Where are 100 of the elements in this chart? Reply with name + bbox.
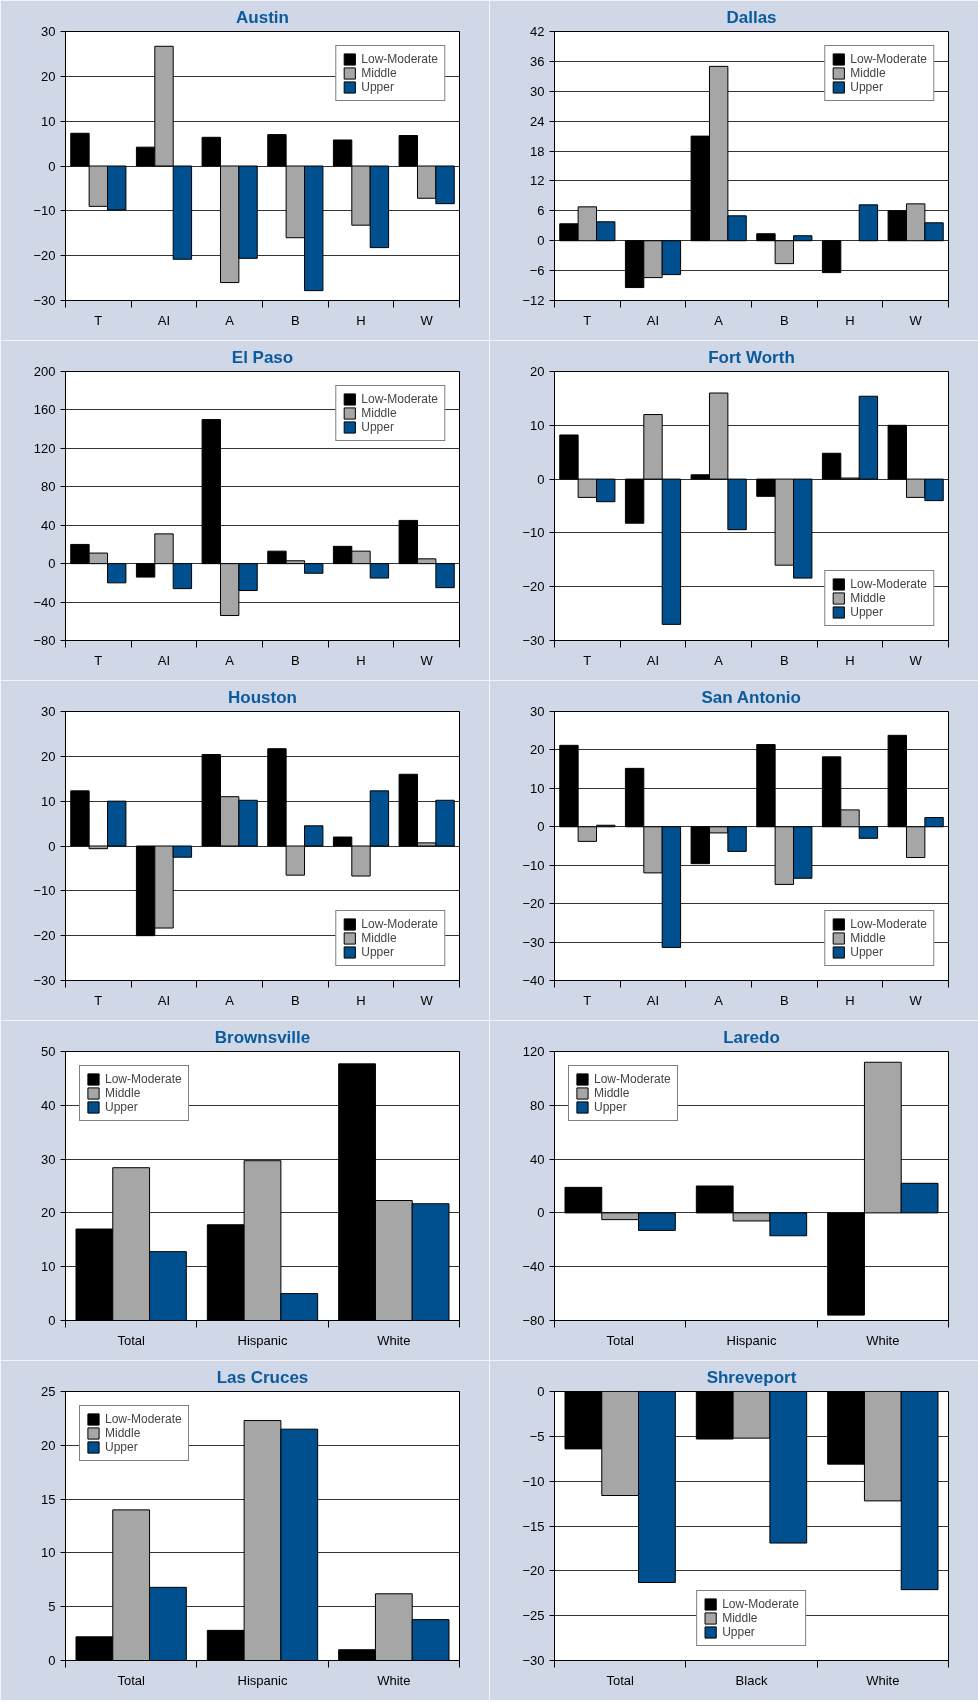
legend-label: Middle: [850, 591, 886, 605]
chart-title: San Antonio: [701, 687, 801, 707]
y-tick-label: 10: [41, 1259, 56, 1275]
y-tick-label: −10: [522, 525, 545, 541]
y-tick-label: 0: [48, 1653, 56, 1668]
y-tick-label: −5: [529, 1428, 545, 1444]
x-tick-label: B: [291, 992, 300, 1008]
legend-label: Upper: [105, 1440, 138, 1454]
x-tick-label: H: [845, 652, 855, 668]
legend-label: Upper: [850, 605, 883, 619]
y-tick-label: −20: [33, 248, 56, 264]
y-tick-label: 80: [530, 1097, 545, 1113]
chart-title: Las Cruces: [216, 1367, 309, 1387]
x-tick-label: W: [420, 312, 434, 328]
x-tick-label: AI: [646, 312, 660, 328]
y-tick-label: 0: [537, 471, 545, 487]
x-tick-label: White: [377, 1332, 411, 1348]
y-tick-label: 0: [537, 1205, 545, 1221]
y-tick-label: 20: [41, 1205, 56, 1221]
y-tick-label: 42: [530, 24, 545, 39]
y-tick-label: 160: [33, 402, 56, 418]
chart-title: Laredo: [723, 1027, 780, 1047]
legend-label: Low-Moderate: [361, 52, 438, 66]
y-tick-label: 0: [537, 1384, 545, 1399]
y-tick-label: 18: [530, 143, 545, 159]
chart-title: Austin: [236, 7, 289, 27]
y-tick-label: 200: [33, 364, 56, 379]
y-tick-label: 40: [41, 517, 56, 533]
y-tick-label: 0: [48, 1313, 56, 1328]
legend-label: Upper: [850, 945, 883, 959]
y-tick-label: −20: [522, 579, 545, 595]
chart-title: Brownsville: [214, 1027, 311, 1047]
y-tick-label: 30: [41, 24, 56, 39]
x-tick-label: W: [909, 652, 923, 668]
x-tick-label: T: [583, 992, 592, 1008]
y-tick-label: −10: [33, 883, 56, 899]
y-tick-label: 6: [537, 203, 545, 219]
legend-label: Upper: [361, 80, 394, 94]
legend-label: Low-Moderate: [594, 1072, 671, 1086]
chart-title: Shreveport: [706, 1367, 797, 1387]
x-tick-label: A: [225, 312, 235, 328]
y-tick-label: 10: [41, 113, 56, 129]
x-tick-label: H: [356, 312, 366, 328]
y-tick-label: −40: [33, 594, 56, 610]
y-tick-label: 10: [530, 780, 545, 796]
x-tick-label: A: [225, 652, 235, 668]
y-tick-label: −30: [522, 633, 545, 648]
y-tick-label: 20: [530, 742, 545, 758]
x-tick-label: AI: [157, 652, 171, 668]
y-tick-label: −80: [33, 633, 56, 648]
x-tick-label: Hispanic: [237, 1332, 288, 1348]
y-tick-label: 120: [522, 1044, 545, 1059]
legend-label: Low-Moderate: [850, 917, 927, 931]
y-tick-label: 40: [41, 1097, 56, 1113]
x-tick-label: White: [866, 1672, 900, 1688]
legend-label: Middle: [594, 1086, 630, 1100]
x-tick-label: H: [356, 992, 366, 1008]
y-tick-label: 15: [41, 1491, 56, 1507]
y-tick-label: −30: [33, 973, 56, 988]
x-tick-label: B: [780, 992, 789, 1008]
x-tick-label: Total: [117, 1672, 146, 1688]
y-tick-label: −20: [33, 928, 56, 944]
chart-title: Houston: [228, 687, 297, 707]
legend-label: Low-Moderate: [850, 52, 927, 66]
x-tick-label: B: [291, 652, 300, 668]
legend-label: Middle: [361, 406, 397, 420]
legend-label: Middle: [105, 1086, 141, 1100]
x-tick-label: Hispanic: [726, 1332, 777, 1348]
legend-label: Middle: [850, 66, 886, 80]
x-tick-label: B: [780, 312, 789, 328]
x-tick-label: W: [420, 992, 434, 1008]
y-tick-label: 5: [48, 1599, 56, 1615]
x-tick-label: T: [94, 652, 103, 668]
legend-label: Upper: [594, 1100, 627, 1114]
x-tick-label: B: [780, 652, 789, 668]
legend-label: Upper: [105, 1100, 138, 1114]
x-tick-label: T: [583, 652, 592, 668]
y-tick-label: 20: [530, 364, 545, 379]
chart-title: Fort Worth: [708, 347, 795, 367]
x-tick-label: A: [714, 312, 724, 328]
y-tick-label: −10: [522, 857, 545, 873]
x-tick-label: W: [909, 312, 923, 328]
y-tick-label: −30: [33, 293, 56, 308]
legend-label: Upper: [361, 420, 394, 434]
y-tick-label: −6: [529, 263, 545, 279]
y-tick-label: 20: [41, 748, 56, 764]
y-tick-label: −80: [522, 1313, 545, 1328]
x-tick-label: T: [583, 312, 592, 328]
y-tick-label: 0: [537, 233, 545, 249]
x-tick-label: Hispanic: [237, 1672, 288, 1688]
y-tick-label: 10: [41, 1545, 56, 1561]
y-tick-label: −30: [522, 934, 545, 950]
y-tick-label: 50: [41, 1044, 56, 1059]
y-tick-label: 30: [530, 704, 545, 719]
x-tick-label: H: [356, 652, 366, 668]
x-tick-label: White: [866, 1332, 900, 1348]
x-tick-label: T: [94, 992, 103, 1008]
y-tick-label: 30: [530, 83, 545, 99]
y-tick-label: −15: [522, 1518, 545, 1534]
y-tick-label: −10: [33, 203, 56, 219]
